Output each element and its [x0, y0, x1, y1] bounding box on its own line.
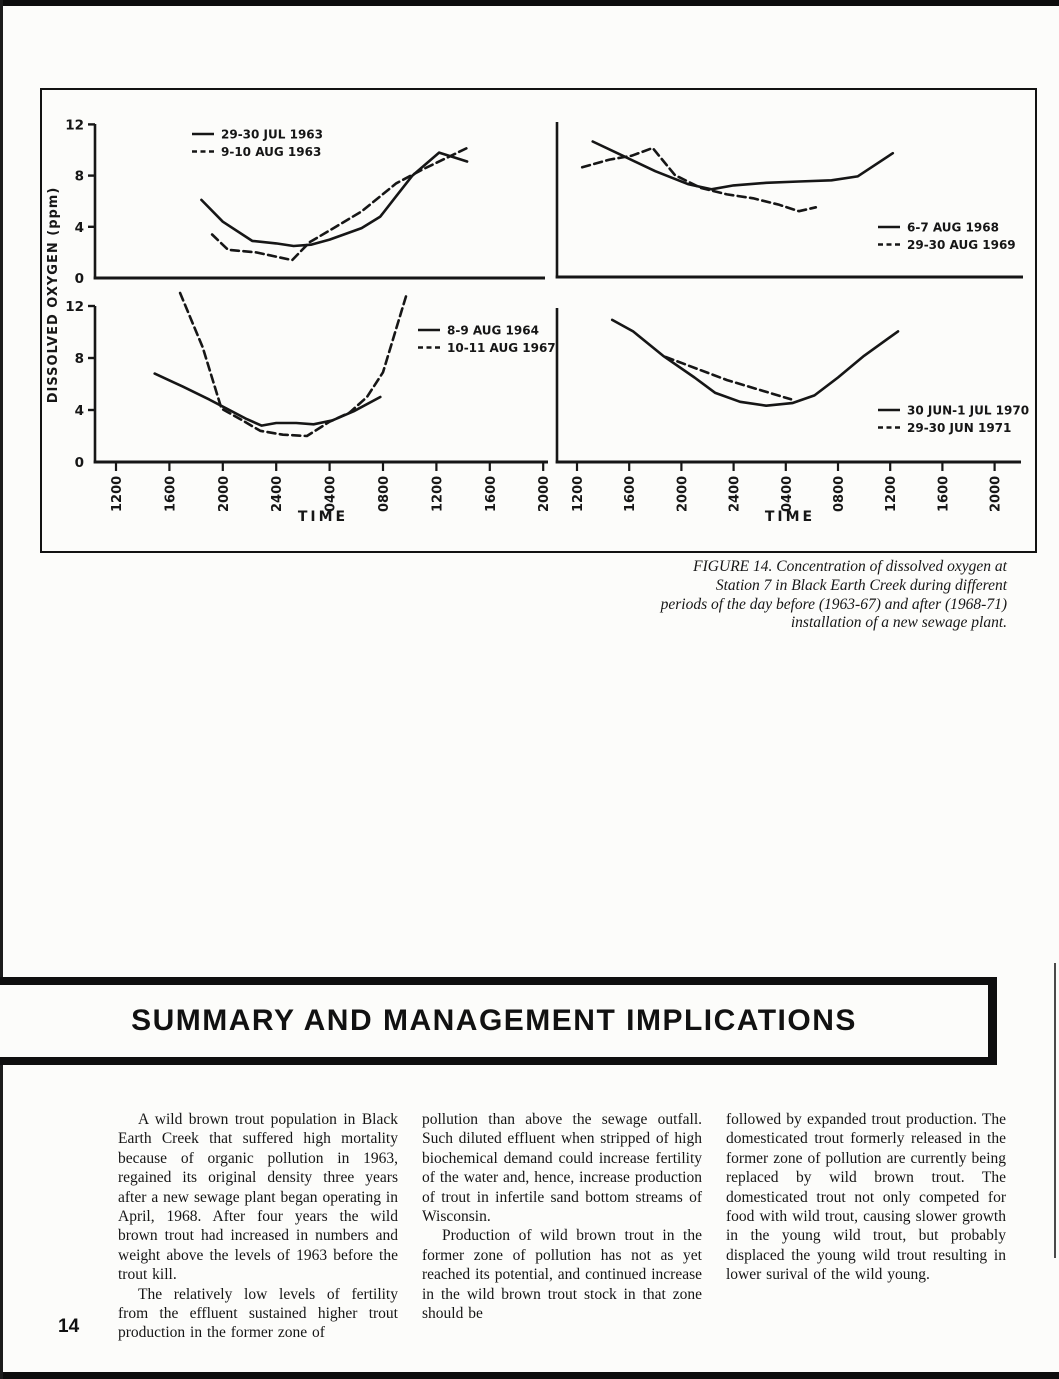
paragraph: followed by expanded trout production. T…	[726, 1111, 1006, 1284]
scan-edge-bottom	[0, 1372, 1059, 1379]
y-tick-label: 12	[65, 117, 84, 133]
caption-line: periods of the day before (1963-67) and …	[660, 595, 1007, 613]
text-column-3: followed by expanded trout production. T…	[726, 1110, 1006, 1343]
text-column-1: A wild brown trout population in Black E…	[118, 1110, 398, 1343]
y-tick-label: 4	[75, 220, 84, 236]
chart-bottom-left: 0 4 8 12 1200 1600 2000 2400 0400 0800 1200 1600 200…	[65, 291, 556, 525]
x-axis-title: TIME	[298, 509, 348, 525]
series-8-9-aug-1964	[153, 372, 382, 427]
section-title: SUMMARY AND MANAGEMENT IMPLICATIONS	[131, 1004, 857, 1037]
scan-edge-top	[0, 0, 1059, 6]
chart-top-right: 6-7 AUG 1968 29-30 AUG 1969	[555, 122, 1023, 279]
x-tick-label: 1200	[571, 476, 586, 512]
legend-label: 6-7 AUG 1968	[907, 221, 999, 235]
paragraph: The relatively low levels of fertility f…	[118, 1285, 398, 1342]
y-tick-label: 0	[75, 271, 84, 287]
series-30-jun-1-jul-1970	[610, 318, 900, 408]
x-tick-label: 1600	[623, 476, 638, 512]
x-tick-label: 1200	[884, 476, 899, 512]
x-tick-label: 2000	[989, 476, 1004, 512]
legend-label: 8-9 AUG 1964	[447, 324, 539, 338]
x-tick-label: 0400	[780, 476, 795, 512]
paragraph: A wild brown trout population in Black E…	[118, 1111, 398, 1284]
series-10-11-aug-1967	[178, 291, 409, 438]
y-tick-label: 12	[65, 299, 84, 315]
legend-label: 9-10 AUG 1963	[221, 145, 321, 159]
series-29-30-jun-1971	[664, 355, 793, 401]
series-29-30-jul-1963	[200, 151, 469, 248]
figure-caption: FIGURE 14. Concentration of dissolved ox…	[507, 558, 1007, 633]
caption-line: Station 7 in Black Earth Creek during di…	[715, 576, 1007, 594]
y-tick-label: 8	[75, 351, 84, 367]
x-tick-label: 0800	[832, 476, 847, 512]
legend-label: 29-30 JUL 1963	[221, 128, 323, 142]
text-column-2: pollution than above the sewage outfall.…	[422, 1110, 702, 1343]
x-tick-label: 1600	[936, 476, 951, 512]
caption-line: installation of a new sewage plant.	[790, 614, 1007, 632]
y-tick-label: 8	[75, 169, 84, 185]
x-tick-label: 1600	[163, 476, 178, 512]
legend-label: 10-11 AUG 1967	[447, 341, 556, 355]
body-text-columns: A wild brown trout population in Black E…	[118, 1110, 1006, 1343]
chart-top-left: 0 4 8 12 29-30 JUL 1963 9-10 AUG 1963	[65, 117, 545, 287]
paragraph: Production of wild brown trout in the fo…	[422, 1227, 702, 1323]
x-tick-label: 2000	[537, 476, 552, 512]
scan-edge-left	[0, 0, 3, 1379]
legend-label: 30 JUN-1 JUL 1970	[907, 404, 1029, 418]
figure-14-panel: 0 4 8 12 29-30 JUL 1963 9-10 AUG 1963 6-7 AUG …	[40, 88, 1037, 553]
x-tick-label: 2400	[270, 476, 285, 512]
x-tick-label: 2400	[728, 476, 743, 512]
scan-edge-right	[1054, 963, 1056, 1258]
chart-bottom-right: 1200 1600 2000 2400 0400 0800 1200 1600 2000 TIME…	[555, 308, 1029, 525]
x-tick-label: 0800	[377, 476, 392, 512]
series-29-30-aug-1969	[580, 146, 818, 213]
y-tick-label: 0	[75, 455, 84, 471]
x-tick-label: 0400	[324, 476, 339, 512]
section-header-box: SUMMARY AND MANAGEMENT IMPLICATIONS	[0, 977, 997, 1065]
y-axis-title: DISSOLVED OXYGEN (ppm)	[46, 187, 61, 404]
x-tick-label: 1200	[110, 476, 125, 512]
y-tick-label: 4	[75, 403, 84, 419]
legend-label: 29-30 AUG 1969	[907, 238, 1016, 252]
legend-label: 29-30 JUN 1971	[907, 421, 1011, 435]
series-9-10-aug-1963	[210, 146, 470, 262]
series-6-7-aug-1968	[591, 140, 895, 191]
paragraph: pollution than above the sewage outfall.…	[422, 1111, 702, 1226]
x-tick-label: 2000	[217, 476, 232, 512]
caption-line: FIGURE 14. Concentration of dissolved ox…	[693, 558, 1007, 575]
x-axis-title: TIME	[765, 509, 815, 525]
x-tick-label: 2000	[675, 476, 690, 512]
dissolved-oxygen-charts: 0 4 8 12 29-30 JUL 1963 9-10 AUG 1963 6-7 AUG …	[46, 117, 1029, 525]
page-number: 14	[58, 1316, 80, 1337]
x-tick-label: 1200	[430, 476, 445, 512]
x-tick-label: 1600	[484, 476, 499, 512]
